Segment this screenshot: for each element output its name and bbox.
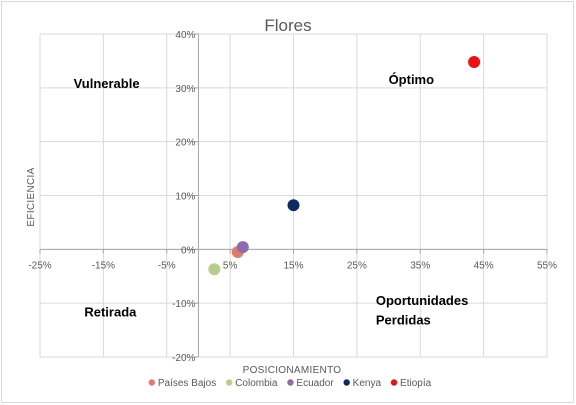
- legend-marker: [148, 379, 156, 386]
- x-axis-label: POSICIONAMIENTO: [243, 365, 342, 376]
- legend-item: Países Bajos: [148, 378, 216, 389]
- quadrant-label-perdidas: Perdidas: [376, 313, 431, 328]
- x-tick-label: 15%: [283, 260, 303, 271]
- legend-label: Colombia: [235, 378, 278, 389]
- x-tick-label: -5%: [158, 260, 176, 271]
- data-points: [208, 55, 481, 276]
- quadrant-label-oportunidades: Oportunidades: [376, 293, 468, 308]
- legend-marker: [225, 379, 233, 386]
- x-tick-label: 35%: [410, 260, 430, 271]
- y-axis-label: EFICIENCIA: [26, 167, 37, 226]
- x-tick-label: 25%: [347, 260, 367, 271]
- x-tick-label: 45%: [474, 260, 494, 271]
- data-point: [236, 241, 249, 254]
- legend-marker: [390, 379, 398, 386]
- legend-item: Kenya: [343, 378, 381, 389]
- data-point: [468, 55, 481, 68]
- chart-title: Flores: [264, 16, 311, 35]
- legend-item: Ecuador: [287, 378, 334, 389]
- x-tick-label: -25%: [28, 260, 51, 271]
- legend-label: Etiopía: [400, 378, 432, 389]
- y-tick-labels: 40% 30% 20% 10% 0% -10% -20%: [172, 30, 195, 364]
- y-tick-label: -10%: [172, 299, 195, 310]
- y-tick-label: -20%: [172, 353, 195, 364]
- legend-marker: [343, 379, 350, 386]
- axes: [39, 33, 548, 358]
- quadrant-label-optimo: Óptimo: [389, 72, 435, 87]
- quadrant-label-retirada: Retirada: [84, 305, 137, 320]
- legend-marker: [287, 379, 294, 386]
- legend-label: Kenya: [353, 378, 382, 389]
- y-tick-label: 40%: [175, 30, 195, 41]
- x-tick-labels: -25% -15% -5% 5% 15% 25% 35% 45% 55%: [28, 260, 557, 271]
- legend-label: Países Bajos: [158, 378, 216, 389]
- y-tick-label: 10%: [175, 192, 195, 203]
- y-tick-label: 30%: [175, 84, 195, 95]
- y-tick-label: 0%: [181, 245, 196, 256]
- quadrant-label-vulnerable: Vulnerable: [74, 76, 140, 91]
- legend-item: Colombia: [225, 378, 278, 389]
- x-tick-label: 55%: [537, 260, 557, 271]
- legend: Países Bajos Colombia Ecuador Kenya Etiopía: [148, 378, 432, 389]
- data-point: [208, 263, 221, 276]
- data-point: [287, 199, 300, 212]
- y-tick-label: 20%: [175, 138, 195, 149]
- legend-label: Ecuador: [296, 378, 334, 389]
- x-tick-label: 5%: [223, 260, 238, 271]
- legend-item: Etiopía: [390, 378, 432, 389]
- x-tick-label: -15%: [92, 260, 115, 271]
- quadrant-labels: Vulnerable Óptimo Retirada Oportunidades…: [74, 72, 469, 328]
